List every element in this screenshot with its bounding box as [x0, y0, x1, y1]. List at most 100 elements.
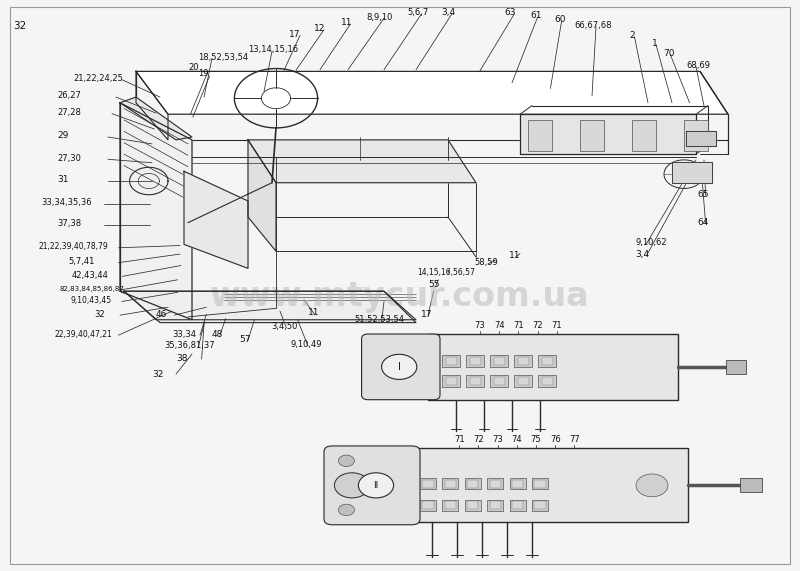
Polygon shape: [248, 140, 476, 183]
Text: 3,4: 3,4: [441, 8, 455, 17]
Bar: [445, 501, 456, 509]
Text: 33,34,35,36: 33,34,35,36: [42, 198, 92, 207]
Bar: [442, 355, 460, 367]
FancyBboxPatch shape: [324, 446, 420, 525]
Polygon shape: [120, 97, 192, 140]
Bar: [580, 120, 604, 151]
Text: 74: 74: [494, 321, 505, 330]
Text: 17: 17: [422, 309, 433, 319]
Text: 8,9,10: 8,9,10: [366, 13, 392, 22]
Text: 11: 11: [308, 308, 319, 317]
Bar: [726, 360, 746, 374]
Text: 74: 74: [511, 435, 522, 444]
Text: 14,15,16,56,57: 14,15,16,56,57: [418, 268, 475, 277]
Polygon shape: [184, 171, 248, 268]
Text: 5,6,7: 5,6,7: [407, 8, 428, 17]
Text: 64: 64: [698, 218, 709, 227]
Polygon shape: [124, 291, 416, 323]
Text: 71: 71: [454, 435, 465, 444]
Bar: [490, 355, 508, 367]
Bar: [514, 375, 532, 387]
Text: 63: 63: [505, 8, 516, 17]
Circle shape: [358, 473, 394, 498]
Bar: [542, 357, 553, 365]
Polygon shape: [520, 114, 696, 154]
Text: 75: 75: [530, 435, 542, 444]
Text: 58,59: 58,59: [474, 258, 498, 267]
Bar: [512, 501, 523, 509]
Bar: [494, 377, 505, 385]
Bar: [490, 375, 508, 387]
Bar: [446, 357, 457, 365]
Bar: [446, 377, 457, 385]
Bar: [534, 480, 546, 488]
Text: 27,28: 27,28: [58, 108, 82, 117]
Circle shape: [334, 473, 370, 498]
Text: 31: 31: [58, 175, 69, 184]
Circle shape: [636, 474, 668, 497]
Text: 9,10,43,45: 9,10,43,45: [70, 296, 111, 305]
Bar: [510, 478, 526, 489]
Text: 13,14,15,16: 13,14,15,16: [248, 45, 298, 54]
Text: 42,43,44: 42,43,44: [72, 271, 109, 280]
Bar: [465, 478, 481, 489]
Bar: [528, 120, 552, 151]
Polygon shape: [120, 103, 192, 320]
Bar: [466, 355, 484, 367]
Text: 51,52,53,54: 51,52,53,54: [354, 315, 404, 324]
Bar: [422, 480, 434, 488]
Text: I: I: [398, 362, 401, 372]
Polygon shape: [136, 71, 728, 114]
Text: 9,10,49: 9,10,49: [290, 340, 322, 349]
Text: 20: 20: [189, 63, 199, 72]
Bar: [518, 357, 529, 365]
Text: 70: 70: [663, 49, 674, 58]
Bar: [422, 501, 434, 509]
Text: 48: 48: [212, 329, 223, 339]
Text: 71: 71: [513, 321, 524, 330]
Bar: [740, 478, 762, 492]
Bar: [514, 355, 532, 367]
Text: 57: 57: [239, 335, 250, 344]
Bar: [487, 478, 503, 489]
Bar: [467, 480, 478, 488]
Bar: [684, 120, 708, 151]
Text: 12: 12: [314, 24, 326, 33]
Bar: [494, 357, 505, 365]
Circle shape: [338, 455, 354, 467]
Polygon shape: [686, 131, 716, 146]
Text: 21,22,39,40,78,79: 21,22,39,40,78,79: [38, 242, 108, 251]
Text: 18,52,53,54: 18,52,53,54: [198, 53, 249, 62]
Bar: [428, 334, 678, 400]
Bar: [532, 500, 548, 511]
FancyBboxPatch shape: [362, 334, 440, 400]
Text: 21,22,24,25: 21,22,24,25: [74, 74, 123, 83]
Text: 65: 65: [698, 190, 709, 199]
Bar: [510, 500, 526, 511]
Polygon shape: [248, 140, 276, 251]
Text: 37,38: 37,38: [58, 219, 82, 228]
Text: 11: 11: [510, 251, 521, 260]
Text: 55: 55: [429, 280, 440, 289]
Text: 32: 32: [13, 21, 26, 31]
Bar: [518, 377, 529, 385]
Bar: [465, 500, 481, 511]
Bar: [632, 120, 656, 151]
Text: 66,67,68: 66,67,68: [575, 21, 612, 30]
Bar: [420, 478, 436, 489]
Polygon shape: [124, 291, 416, 320]
Text: 73: 73: [492, 435, 503, 444]
Text: 76: 76: [550, 435, 561, 444]
Bar: [445, 480, 456, 488]
Text: 3,4,50: 3,4,50: [272, 322, 298, 331]
Text: 19: 19: [198, 69, 209, 78]
Bar: [470, 377, 481, 385]
Bar: [538, 375, 556, 387]
Bar: [420, 500, 436, 511]
Bar: [532, 478, 548, 489]
Bar: [470, 357, 481, 365]
Text: 72: 72: [473, 435, 484, 444]
Text: 1: 1: [651, 39, 658, 48]
Text: 33,34: 33,34: [172, 329, 196, 339]
Circle shape: [338, 504, 354, 516]
